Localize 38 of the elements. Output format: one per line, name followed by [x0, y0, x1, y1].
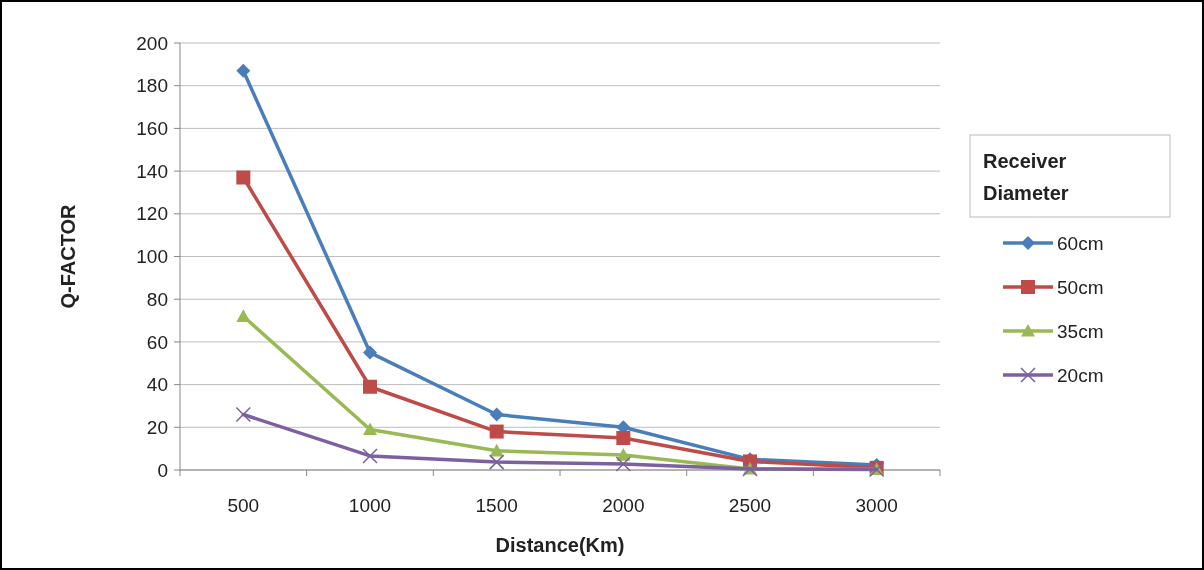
y-tick-label: 200	[136, 32, 168, 54]
point	[236, 63, 251, 78]
point	[488, 454, 505, 470]
point	[235, 406, 252, 423]
x-tick-label: 2000	[602, 495, 645, 516]
y-tick-label: 80	[146, 288, 168, 310]
point	[489, 407, 504, 422]
point	[615, 456, 632, 472]
x-tick-label: 500	[227, 495, 260, 516]
y-tick-label: 160	[136, 118, 168, 140]
point	[363, 422, 377, 436]
y-tick-label: 40	[146, 374, 168, 396]
y-tick-label: 120	[136, 203, 168, 225]
point	[489, 424, 504, 439]
x-tick-label: 2500	[728, 495, 772, 516]
y-tick-label: 20	[146, 416, 168, 438]
point	[489, 443, 504, 457]
y-tick-label: 180	[136, 75, 168, 97]
legend-label: 50cm	[1057, 276, 1104, 298]
point	[616, 430, 631, 445]
point	[362, 448, 378, 464]
y-tick-label: 60	[146, 331, 168, 353]
legend-title: Receiver Diameter	[983, 150, 1069, 204]
point	[236, 309, 251, 322]
y-tick-label: 140	[136, 160, 168, 182]
y-tick-label: 100	[136, 246, 168, 268]
point	[363, 345, 377, 360]
x-axis-title: Distance(Km)	[495, 534, 625, 556]
x-tick-label: 1000	[348, 495, 392, 516]
legend-label: 20cm	[1057, 364, 1104, 386]
x-tick-label: 1500	[475, 495, 518, 516]
point	[363, 379, 377, 394]
point	[236, 170, 251, 185]
legend-label: 60cm	[1057, 232, 1104, 254]
y-tick-label: 0	[157, 459, 168, 481]
legend-label: 35cm	[1057, 320, 1104, 342]
y-axis-title: Q-FACTOR	[57, 203, 79, 309]
x-tick-label: 3000	[855, 495, 898, 516]
